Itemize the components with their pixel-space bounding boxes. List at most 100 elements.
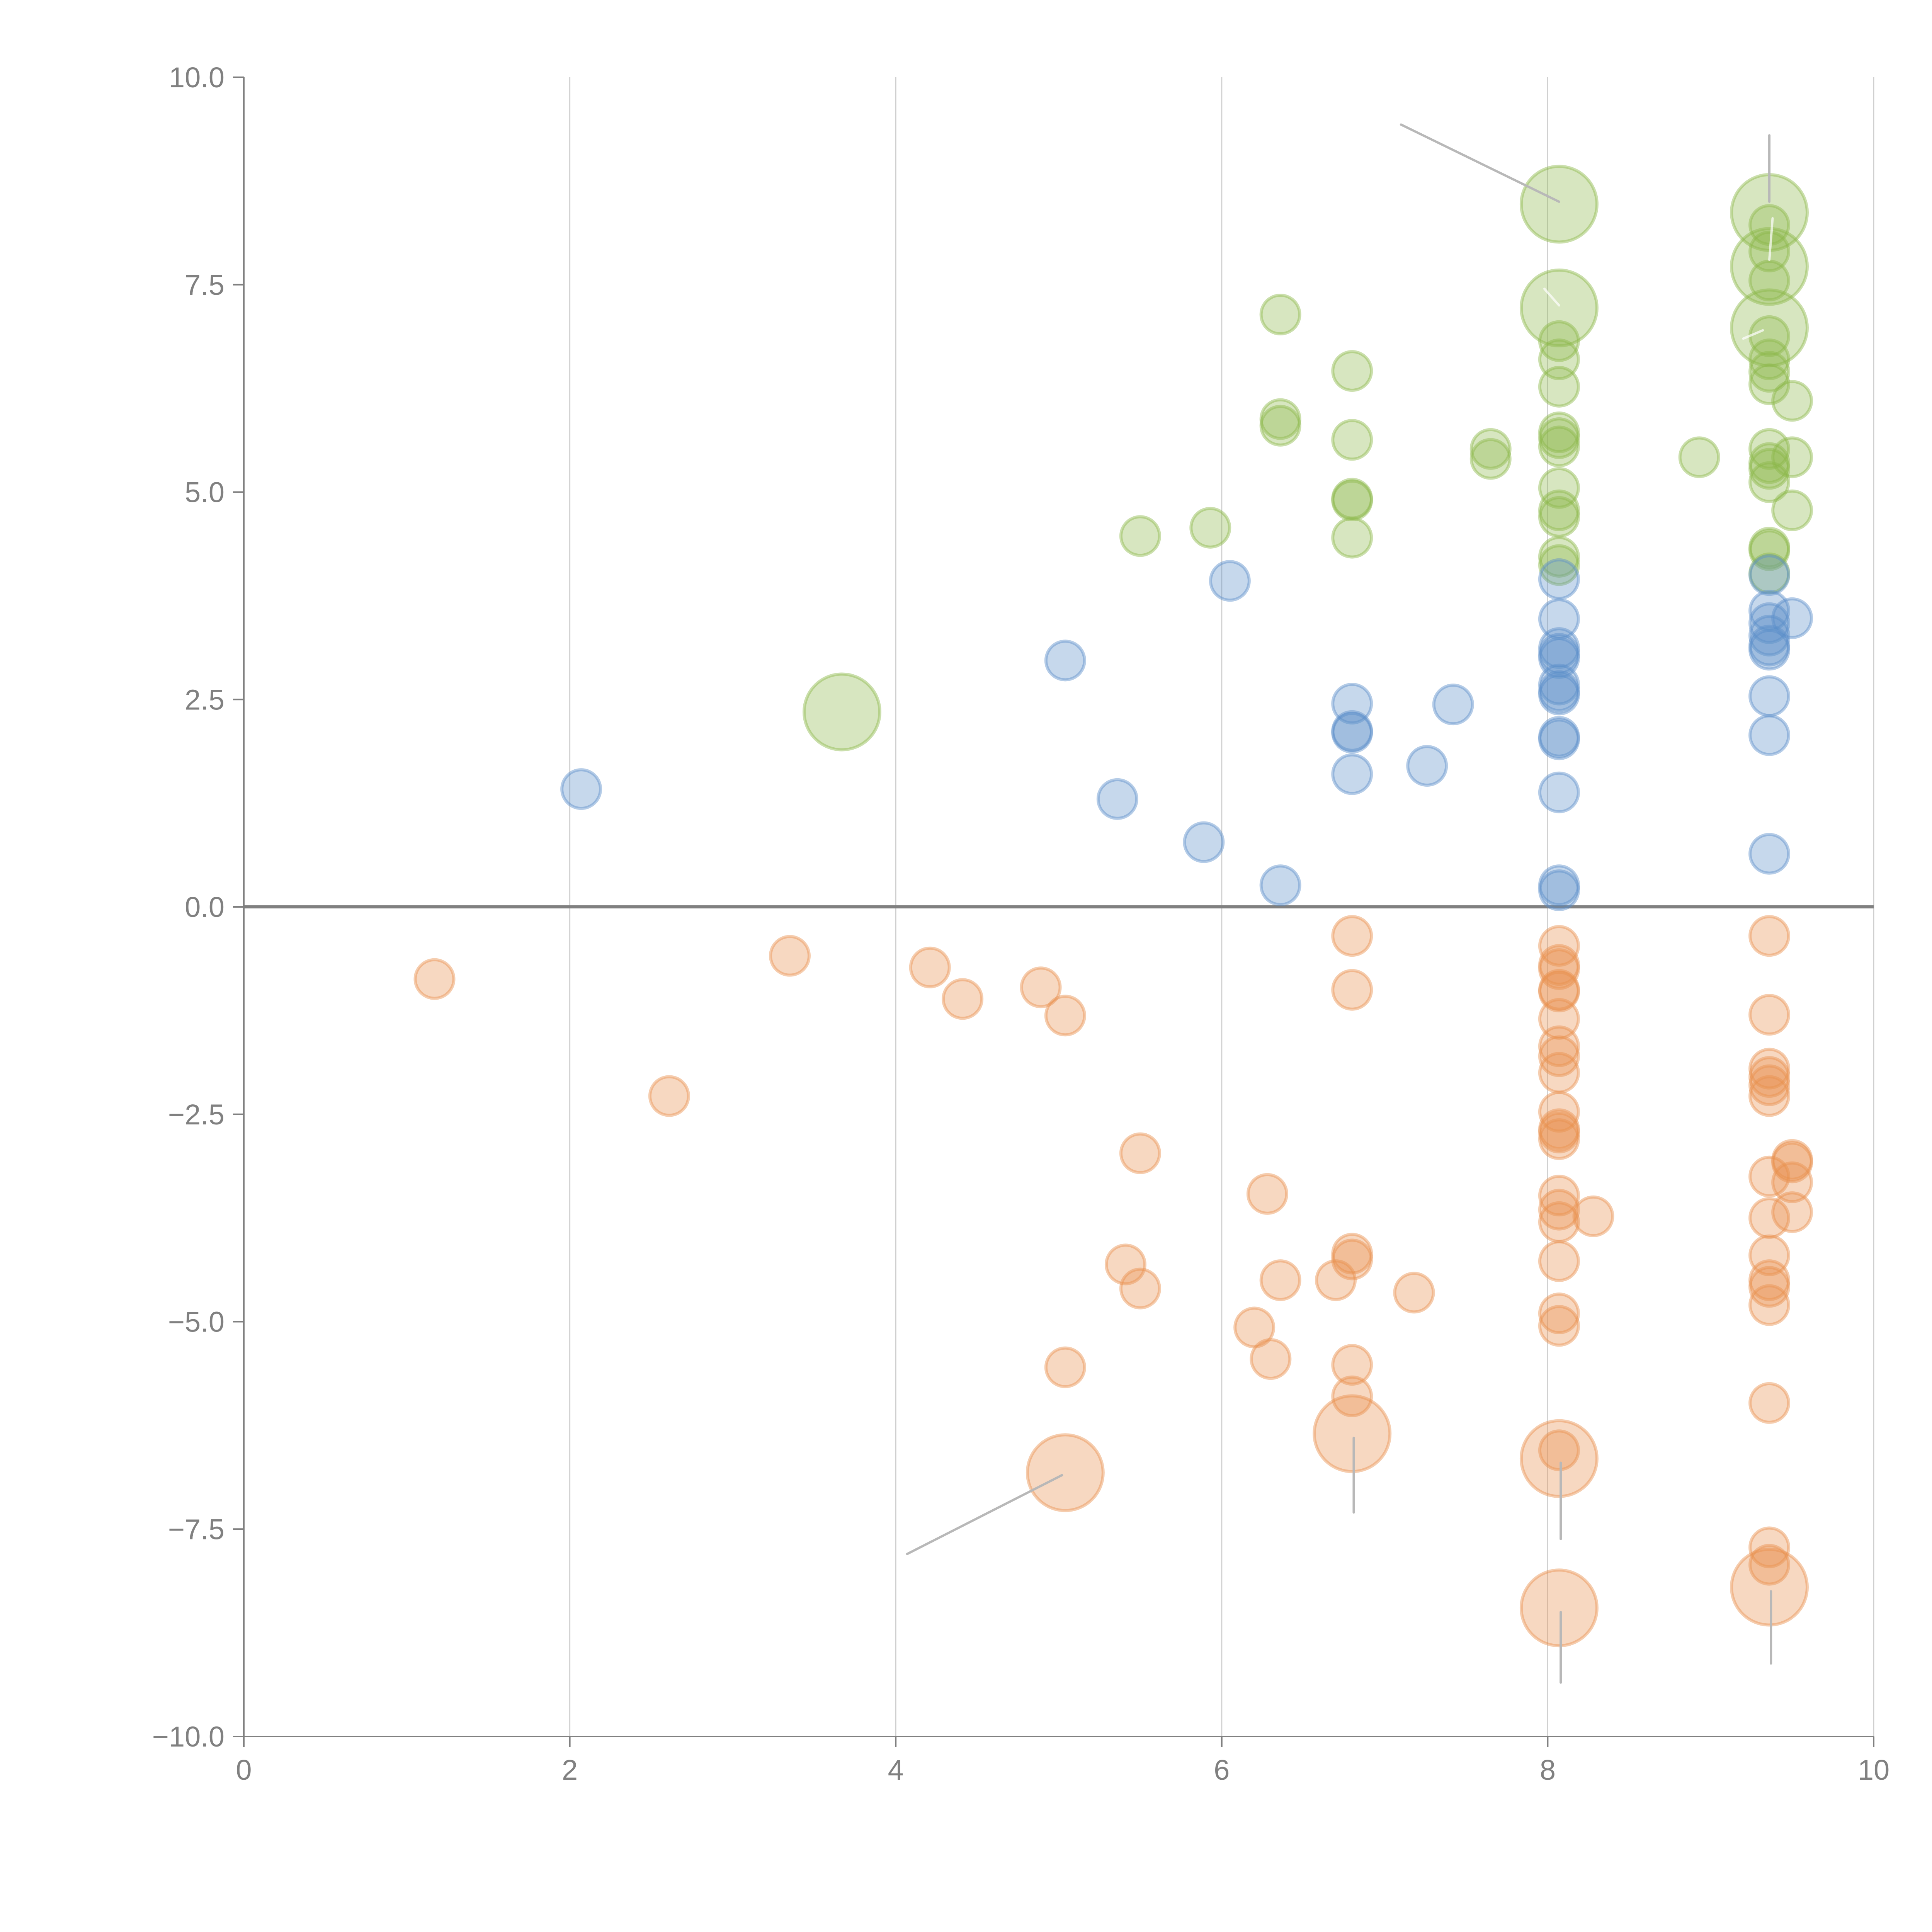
bubble-orange[interactable] (769, 935, 811, 977)
bubble-orange[interactable] (1026, 1433, 1105, 1512)
bubble-orange[interactable] (1771, 1161, 1813, 1203)
bubble-green[interactable] (1331, 517, 1373, 559)
bubble-green[interactable] (1259, 405, 1301, 447)
bubble-blue[interactable] (560, 768, 602, 810)
bubble-green[interactable] (1748, 448, 1791, 490)
bubble-green[interactable] (1538, 496, 1580, 538)
bubble-orange[interactable] (1538, 1305, 1580, 1347)
bubble-orange[interactable] (1538, 1175, 1580, 1217)
bubble-orange[interactable] (1119, 1267, 1161, 1310)
bubble-blue[interactable] (1538, 663, 1580, 706)
bubble-orange[interactable] (1259, 1259, 1301, 1301)
bubble-blue[interactable] (1331, 712, 1373, 754)
bubble-blue[interactable] (1259, 864, 1301, 906)
bubble-orange[interactable] (1538, 1293, 1580, 1335)
bubble-orange[interactable] (1538, 1201, 1580, 1243)
bubble-blue[interactable] (1538, 633, 1580, 675)
bubble-green[interactable] (1538, 417, 1580, 459)
bubble-green[interactable] (1331, 350, 1373, 392)
bubble-blue[interactable] (1538, 771, 1580, 813)
bubble-orange[interactable] (909, 946, 951, 988)
bubble-green[interactable] (1771, 489, 1813, 531)
bubble-green[interactable] (1538, 544, 1580, 586)
bubble-green[interactable] (1748, 204, 1791, 246)
bubble-green[interactable] (1519, 165, 1599, 244)
bubble-green[interactable] (1331, 419, 1373, 461)
bubble-blue[interactable] (1096, 778, 1138, 820)
bubble-green[interactable] (1119, 515, 1161, 557)
bubble-blue[interactable] (1538, 869, 1580, 912)
bubble-orange[interactable] (1538, 1025, 1580, 1067)
bubble-green[interactable] (1538, 338, 1580, 380)
bubble-green[interactable] (1331, 479, 1373, 521)
bubble-orange[interactable] (1538, 970, 1580, 1012)
bubble-orange[interactable] (1771, 1141, 1813, 1184)
bubble-orange[interactable] (1250, 1338, 1292, 1380)
bubble-orange[interactable] (1538, 1052, 1580, 1094)
bubble-blue[interactable] (1748, 624, 1791, 667)
bubble-orange[interactable] (1538, 948, 1580, 990)
bubble-blue[interactable] (1183, 821, 1225, 863)
bubble-orange[interactable] (1538, 1091, 1580, 1133)
bubble-orange[interactable] (1020, 966, 1062, 1009)
bubble-orange[interactable] (1538, 925, 1580, 967)
bubble-orange[interactable] (1044, 995, 1086, 1037)
bubble-orange[interactable] (1246, 1173, 1288, 1215)
bubble-orange[interactable] (1538, 944, 1580, 986)
bubble-orange[interactable] (1331, 915, 1373, 957)
bubble-green[interactable] (1748, 527, 1791, 569)
bubble-orange[interactable] (1748, 1382, 1791, 1424)
bubble-green[interactable] (1538, 425, 1580, 468)
bubble-blue[interactable] (1538, 558, 1580, 600)
bubble-orange[interactable] (1313, 1394, 1392, 1473)
bubble-green[interactable] (1748, 428, 1791, 470)
bubble-blue[interactable] (1748, 614, 1791, 656)
bubble-blue[interactable] (1748, 675, 1791, 717)
bubble-orange[interactable] (1104, 1243, 1146, 1286)
bubble-orange[interactable] (648, 1075, 690, 1117)
bubble-orange[interactable] (1331, 1344, 1373, 1386)
bubble-orange[interactable] (1748, 1075, 1791, 1117)
bubble-blue[interactable] (1748, 554, 1791, 596)
bubble-orange[interactable] (1748, 994, 1791, 1036)
bubble-green[interactable] (1259, 398, 1301, 440)
bubble-green[interactable] (1748, 529, 1791, 571)
bubble-orange[interactable] (942, 978, 984, 1020)
bubble-green[interactable] (1748, 260, 1791, 302)
bubble-orange[interactable] (1538, 1108, 1580, 1150)
bubble-blue[interactable] (1538, 637, 1580, 679)
bubble-orange[interactable] (1748, 1259, 1791, 1301)
bubble-orange[interactable] (1044, 1346, 1086, 1388)
bubble-blue[interactable] (1538, 670, 1580, 712)
bubble-orange[interactable] (1519, 1568, 1599, 1648)
bubble-orange[interactable] (1771, 1191, 1813, 1233)
bubble-green[interactable] (1538, 366, 1580, 408)
bubble-green[interactable] (1771, 380, 1813, 422)
bubble-green[interactable] (1748, 363, 1791, 405)
bubble-orange[interactable] (1730, 1548, 1809, 1627)
bubble-blue[interactable] (1209, 560, 1251, 602)
bubble-green[interactable] (1259, 294, 1301, 336)
bubble-green[interactable] (1469, 428, 1512, 470)
bubble-orange[interactable] (1538, 1118, 1580, 1160)
bubble-green[interactable] (803, 672, 882, 752)
bubble-green[interactable] (1469, 438, 1512, 480)
bubble-orange[interactable] (1233, 1306, 1276, 1349)
bubble-orange[interactable] (1748, 1155, 1791, 1197)
bubble-orange[interactable] (1748, 915, 1791, 957)
bubble-blue[interactable] (1538, 864, 1580, 906)
bubble-orange[interactable] (1331, 1233, 1373, 1275)
bubble-orange[interactable] (1331, 969, 1373, 1011)
bubble-orange[interactable] (1748, 1284, 1791, 1326)
bubble-orange[interactable] (1748, 1197, 1791, 1239)
bubble-green[interactable] (1678, 436, 1720, 478)
bubble-green[interactable] (1748, 338, 1791, 380)
bubble-green[interactable] (1189, 507, 1231, 549)
bubble-orange[interactable] (1119, 1132, 1161, 1174)
bubble-orange[interactable] (1393, 1272, 1435, 1314)
bubble-blue[interactable] (1538, 716, 1580, 758)
bubble-blue[interactable] (1432, 684, 1474, 726)
bubble-blue[interactable] (1331, 753, 1373, 795)
bubble-blue[interactable] (1748, 629, 1791, 671)
bubble-blue[interactable] (1538, 673, 1580, 716)
